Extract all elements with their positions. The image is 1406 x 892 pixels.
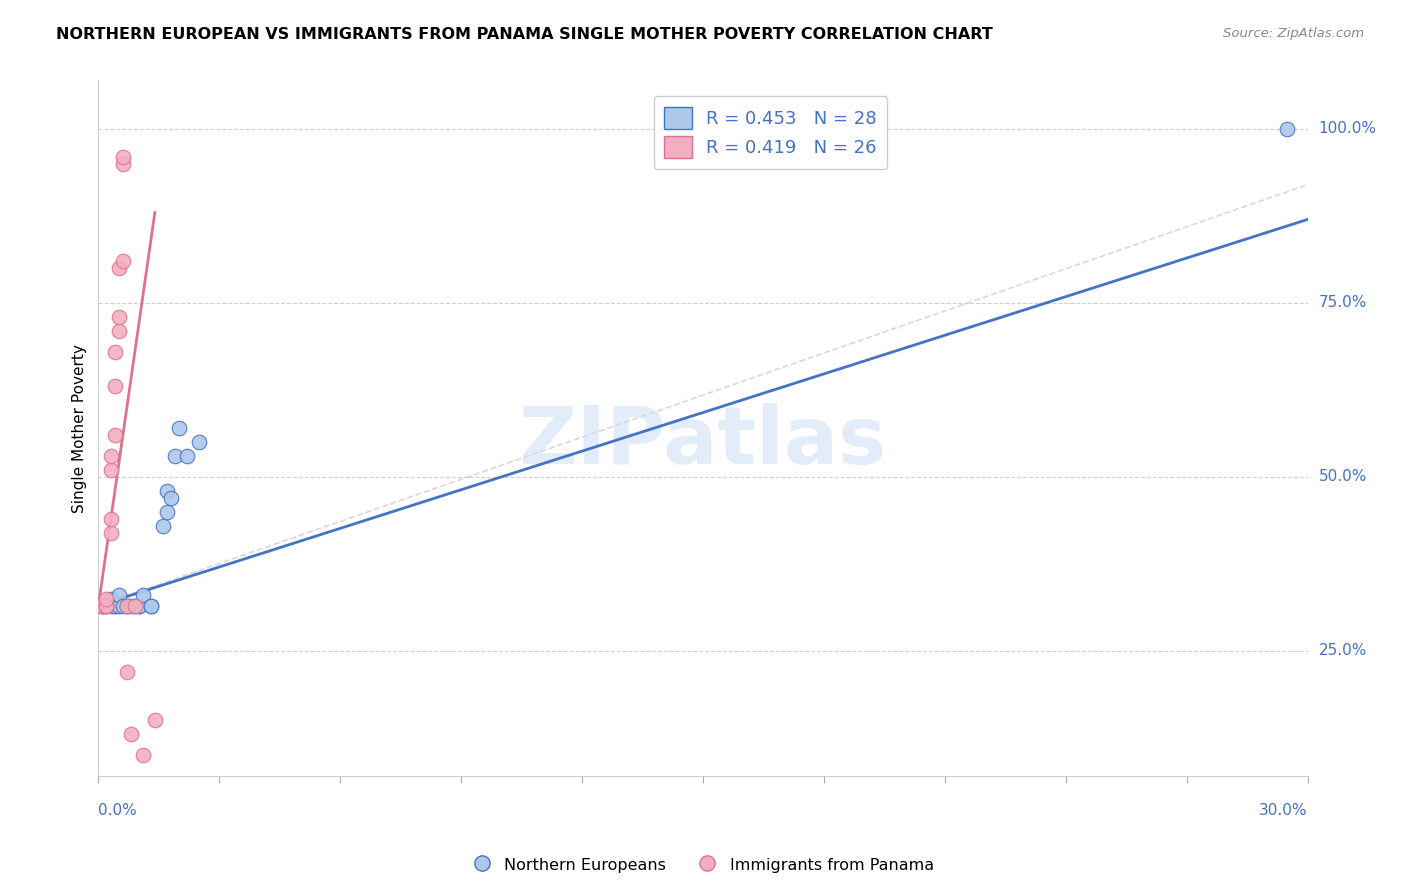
Point [91, 599, 114, 613]
Point [103, 599, 125, 613]
Point [107, 599, 129, 613]
Legend: R = 0.453   N = 28, R = 0.419   N = 26: R = 0.453 N = 28, R = 0.419 N = 26 [654, 96, 887, 169]
Point [163, 449, 186, 463]
Point [120, 599, 142, 613]
Point [100, 599, 122, 613]
Point [128, 599, 150, 613]
Point [100, 511, 122, 525]
Point [115, 599, 138, 613]
Point [111, 157, 134, 171]
Point [96, 599, 118, 613]
Point [100, 591, 122, 606]
Point [103, 599, 125, 613]
Point [139, 599, 162, 613]
Point [100, 525, 122, 540]
Point [124, 599, 146, 613]
Point [91, 599, 114, 613]
Point [103, 344, 125, 359]
Point [124, 599, 146, 613]
Point [160, 491, 183, 505]
Point [111, 254, 134, 268]
Point [143, 714, 166, 728]
Point [103, 428, 125, 442]
Y-axis label: Single Mother Poverty: Single Mother Poverty [72, 343, 87, 513]
Point [115, 599, 138, 613]
Point [96, 599, 118, 613]
Point [651, 128, 673, 143]
Text: NORTHERN EUROPEAN VS IMMIGRANTS FROM PANAMA SINGLE MOTHER POVERTY CORRELATION CH: NORTHERN EUROPEAN VS IMMIGRANTS FROM PAN… [56, 27, 993, 42]
Point [152, 518, 174, 533]
Text: 30.0%: 30.0% [1260, 803, 1308, 818]
Point [132, 588, 155, 602]
Point [167, 421, 190, 435]
Point [100, 463, 122, 477]
Point [107, 261, 129, 276]
Point [96, 599, 118, 613]
Point [1277, 122, 1299, 136]
Point [139, 599, 162, 613]
Legend: Northern Europeans, Immigrants from Panama: Northern Europeans, Immigrants from Pana… [465, 850, 941, 880]
Point [120, 727, 142, 741]
Point [128, 599, 150, 613]
Point [111, 599, 134, 613]
Point [111, 150, 134, 164]
Point [107, 310, 129, 324]
Point [91, 599, 114, 613]
Point [156, 505, 179, 519]
Point [96, 591, 118, 606]
Point [91, 599, 114, 613]
Text: 75.0%: 75.0% [1319, 295, 1367, 310]
Point [107, 324, 129, 338]
Point [103, 379, 125, 393]
Point [188, 435, 211, 450]
Point [156, 483, 179, 498]
Point [176, 449, 198, 463]
Text: 50.0%: 50.0% [1319, 469, 1367, 484]
Point [115, 599, 138, 613]
Text: ZIPatlas: ZIPatlas [519, 403, 887, 481]
Text: 0.0%: 0.0% [98, 803, 138, 818]
Point [100, 449, 122, 463]
Point [115, 665, 138, 679]
Point [132, 748, 155, 763]
Text: Source: ZipAtlas.com: Source: ZipAtlas.com [1223, 27, 1364, 40]
Point [107, 588, 129, 602]
Text: 25.0%: 25.0% [1319, 643, 1367, 658]
Text: 100.0%: 100.0% [1319, 121, 1376, 136]
Point [96, 599, 118, 613]
